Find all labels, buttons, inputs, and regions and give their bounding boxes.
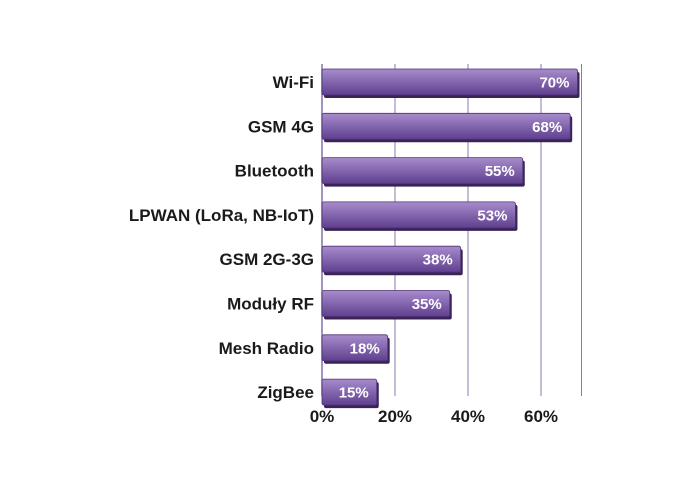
category-label: GSM 2G-3G bbox=[220, 250, 314, 269]
bar bbox=[321, 112, 571, 140]
category-label: Wi-Fi bbox=[273, 73, 314, 92]
category-label: Mesh Radio bbox=[219, 339, 314, 358]
bar-value-label: 55% bbox=[485, 163, 515, 180]
category-labels: Wi-Fi GSM 4G Bluetooth LPWAN (LoRa, NB-IoT)… bbox=[129, 73, 314, 402]
x-tick-label: 40% bbox=[451, 407, 485, 426]
bars: 70% 68% 55% 53% 38% 35% 18% 15% bbox=[321, 68, 580, 409]
bar-value-label: 68% bbox=[532, 119, 562, 136]
bar-value-label: 70% bbox=[539, 75, 569, 92]
category-label: ZigBee bbox=[257, 383, 314, 402]
category-label: Moduły RF bbox=[227, 295, 314, 314]
bar-value-label: 53% bbox=[477, 207, 507, 224]
category-label: GSM 4G bbox=[248, 117, 314, 136]
category-label: Bluetooth bbox=[235, 162, 314, 181]
bar bbox=[321, 290, 451, 317]
x-tick-label: 0% bbox=[310, 407, 335, 426]
bar bbox=[321, 68, 578, 96]
bar bbox=[321, 334, 389, 362]
bar-value-label: 38% bbox=[423, 252, 453, 269]
bar bbox=[321, 157, 524, 185]
bar bbox=[321, 378, 378, 406]
bar-value-label: 15% bbox=[339, 385, 369, 402]
x-axis-ticks: 0% 20% 40% 60% bbox=[310, 407, 558, 426]
bar-value-label: 35% bbox=[412, 296, 442, 313]
bar bbox=[321, 201, 516, 229]
x-tick-label: 20% bbox=[378, 407, 412, 426]
bar bbox=[321, 245, 462, 273]
bar-value-label: 18% bbox=[350, 340, 380, 357]
x-tick-label: 60% bbox=[524, 407, 558, 426]
category-label: LPWAN (LoRa, NB-IoT) bbox=[129, 206, 314, 225]
